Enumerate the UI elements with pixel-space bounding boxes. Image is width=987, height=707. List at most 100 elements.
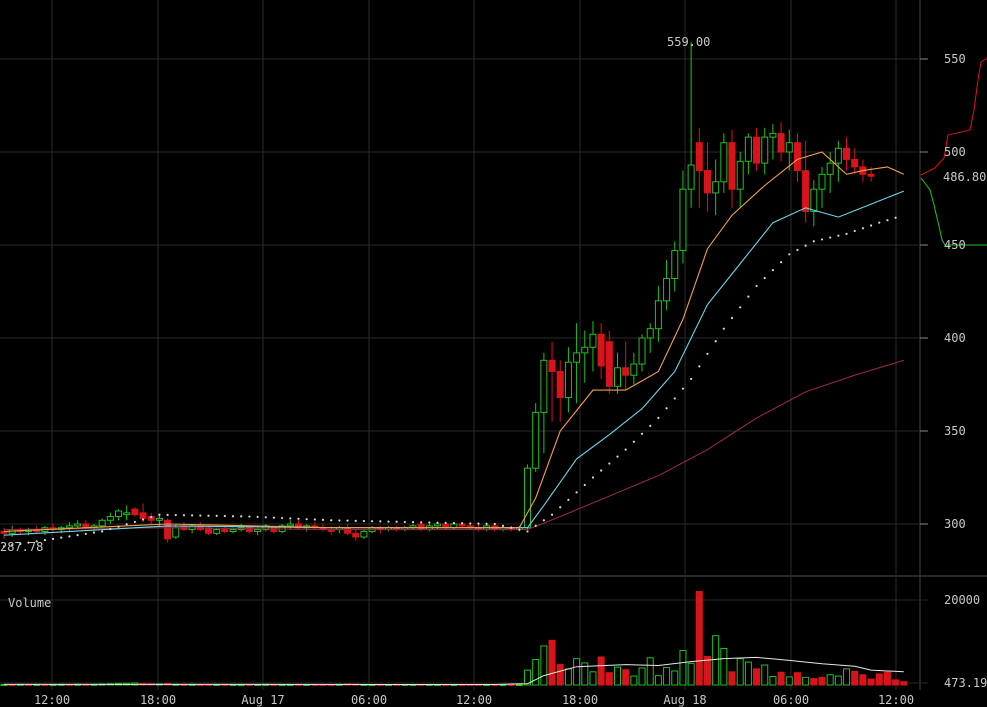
volume-bar bbox=[564, 668, 572, 686]
sar-dot bbox=[894, 216, 897, 219]
volume-bar bbox=[679, 650, 687, 686]
candle-body bbox=[589, 333, 597, 348]
y-tick-label: 500 bbox=[944, 145, 966, 159]
ask-depth-line bbox=[920, 57, 987, 176]
sar-dot bbox=[420, 521, 423, 524]
candle-body bbox=[98, 519, 106, 527]
candle-body bbox=[687, 164, 695, 190]
sar-dot bbox=[559, 506, 562, 509]
candle-body bbox=[221, 529, 229, 532]
candle-body bbox=[172, 527, 180, 538]
candle-body bbox=[115, 510, 123, 518]
time-axis-ticks: 12:00 18:00 Aug 17 06:00 12:00 18:00 Aug 18 06:… bbox=[34, 693, 914, 707]
sar-dot bbox=[632, 440, 635, 443]
sar-dot bbox=[771, 269, 775, 272]
volume-bar bbox=[834, 675, 842, 686]
candle-body bbox=[679, 188, 687, 252]
sar-dot bbox=[248, 515, 251, 518]
sar-dot bbox=[395, 520, 398, 523]
sar-dot bbox=[829, 236, 832, 239]
candle-body bbox=[605, 341, 613, 387]
sar-dot bbox=[330, 519, 333, 522]
moving-average-lines bbox=[3, 151, 905, 536]
sar-dot bbox=[281, 516, 284, 520]
sar-dot bbox=[575, 491, 578, 494]
candle-body bbox=[622, 367, 630, 376]
sar-dot bbox=[150, 515, 153, 519]
sar-dot bbox=[493, 522, 496, 526]
candle-body bbox=[581, 346, 589, 354]
sar-dot bbox=[125, 523, 128, 526]
volume-bar bbox=[777, 671, 785, 686]
parabolic-sar-dots bbox=[2, 216, 897, 548]
sar-dot bbox=[371, 520, 374, 523]
last-price-label: 486.80 bbox=[943, 170, 986, 184]
sar-dot bbox=[191, 514, 194, 517]
volume-bar bbox=[573, 658, 581, 686]
sar-dot bbox=[501, 524, 505, 527]
volume-bar bbox=[793, 672, 801, 686]
candle-body bbox=[712, 181, 720, 194]
volume-bar bbox=[663, 667, 671, 686]
candle-body bbox=[573, 352, 581, 363]
sar-dot bbox=[428, 521, 431, 524]
sar-dot bbox=[477, 522, 480, 525]
volume-bar bbox=[622, 669, 630, 686]
sar-dot bbox=[387, 520, 390, 523]
sar-dot bbox=[698, 365, 701, 368]
candle-body bbox=[638, 337, 646, 365]
sar-dot bbox=[354, 519, 357, 522]
sar-dot bbox=[68, 535, 71, 538]
volume-bar bbox=[515, 684, 523, 687]
candle-body bbox=[753, 136, 761, 164]
ema-long-line bbox=[3, 359, 904, 531]
volume-axis-ticks: 20000 473.19 bbox=[944, 593, 987, 690]
candle-body bbox=[434, 523, 442, 527]
sar-dot bbox=[207, 514, 210, 517]
candle-body bbox=[614, 367, 621, 387]
volume-bar bbox=[728, 671, 736, 686]
sar-dot bbox=[706, 352, 709, 355]
sar-dot bbox=[297, 517, 300, 520]
candle-body bbox=[548, 359, 556, 372]
candle-body bbox=[286, 523, 294, 527]
price-axis-ticks: 300 350 400 450 500 550 bbox=[944, 52, 966, 531]
y-tick-label: 550 bbox=[944, 52, 966, 66]
volume-bar bbox=[900, 681, 908, 686]
sar-dot bbox=[117, 525, 120, 528]
sar-dot bbox=[608, 462, 611, 465]
sar-dot bbox=[796, 248, 799, 252]
candle-body bbox=[867, 173, 875, 177]
volume-bar bbox=[712, 635, 720, 686]
candle-body bbox=[352, 532, 360, 538]
sar-dot bbox=[76, 534, 79, 537]
sar-dot bbox=[133, 520, 136, 523]
candle-body bbox=[646, 328, 654, 339]
sar-dot bbox=[92, 531, 96, 534]
candle-body bbox=[164, 519, 172, 540]
volume-bar bbox=[695, 591, 703, 686]
volume-average-line bbox=[4, 656, 904, 686]
candle-body bbox=[826, 162, 834, 175]
candle-body bbox=[344, 527, 352, 534]
sar-dot bbox=[444, 521, 447, 524]
candle-body bbox=[245, 527, 253, 532]
candle-body bbox=[736, 160, 744, 190]
volume-grid bbox=[0, 599, 928, 684]
sar-dot bbox=[158, 513, 161, 516]
sar-dot bbox=[460, 522, 464, 525]
volume-bar bbox=[785, 676, 793, 686]
sar-dot bbox=[739, 306, 742, 309]
candle-body bbox=[270, 527, 278, 532]
candle-body bbox=[106, 516, 114, 521]
sar-dot bbox=[714, 340, 717, 343]
sar-dot bbox=[240, 515, 243, 518]
sar-dot bbox=[657, 416, 660, 420]
candle-body bbox=[0, 530, 8, 534]
candle-body bbox=[360, 530, 368, 538]
volume-panel-title: Volume bbox=[8, 596, 51, 610]
x-tick-label: Aug 17 bbox=[241, 693, 284, 707]
volume-bar bbox=[761, 664, 769, 686]
candle-body bbox=[785, 142, 793, 153]
